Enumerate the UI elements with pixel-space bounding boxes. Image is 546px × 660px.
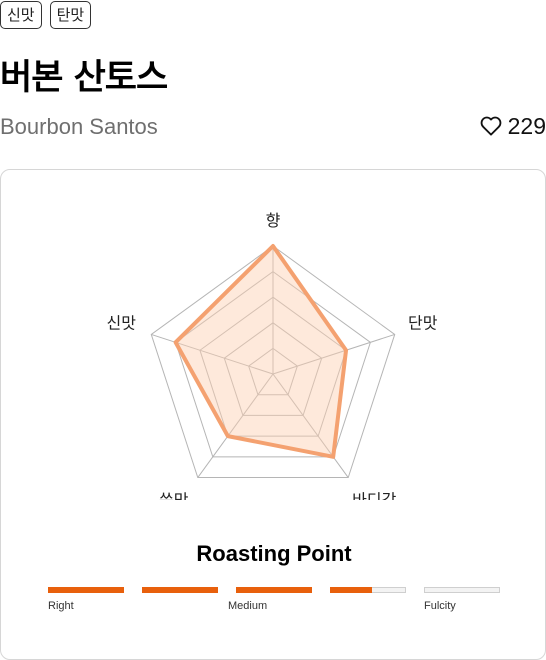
roasting-segment [424,587,500,593]
flavor-radar-chart: 향단맛바디감 쓴맛 신맛 [107,211,438,500]
radar-axis-line [272,333,395,375]
radar-axis-label: 쓴맛 [159,491,189,500]
roasting-segment-fill [48,587,124,593]
roasting-segment [330,587,406,593]
like-button[interactable]: 229 [480,112,546,140]
radar-axis-label: 향 [266,211,281,230]
radar-grid-ring [223,322,323,416]
radar-grid-ring [175,270,371,458]
radar-axis-line [272,373,349,478]
roasting-segment [142,587,218,593]
roasting-segment-fill [330,587,372,593]
taste-tag[interactable]: 탄맛 [49,1,92,29]
roasting-level-bar [48,587,500,595]
roasting-label-right: Right [48,600,74,612]
radar-axis-label: 신맛 [107,313,137,332]
flavor-value-area [173,244,349,459]
page-subtitle: Bourbon Santos [0,114,158,139]
flavor-card: 향단맛바디감 쓴맛 신맛 Roasting Point Right Medium F… [0,169,546,660]
roasting-segment-fill [142,587,218,593]
taste-tag[interactable]: 신맛 [0,1,42,29]
radar-axis-line [151,333,274,375]
radar-axis-line [197,373,274,478]
roasting-label-medium: Medium [228,600,268,612]
roasting-segment-fill [236,587,312,593]
radar-axis-label: 바디감 [352,491,396,500]
roasting-segment [48,587,124,593]
radar-grid-ring [150,245,396,479]
radar-grid-ring [248,347,298,396]
roasting-segment [236,587,312,593]
like-count: 229 [507,113,546,139]
roasting-label-fulcity: Fulcity [424,600,456,612]
taste-tags: 신맛 탄맛 [0,1,92,29]
page-title: 버본 산토스 [0,58,168,98]
radar-axis-label: 단맛 [408,313,438,332]
radar-grid-ring [199,296,347,437]
heart-outline-icon [480,116,501,136]
roasting-point-title: Roasting Point [196,541,352,566]
